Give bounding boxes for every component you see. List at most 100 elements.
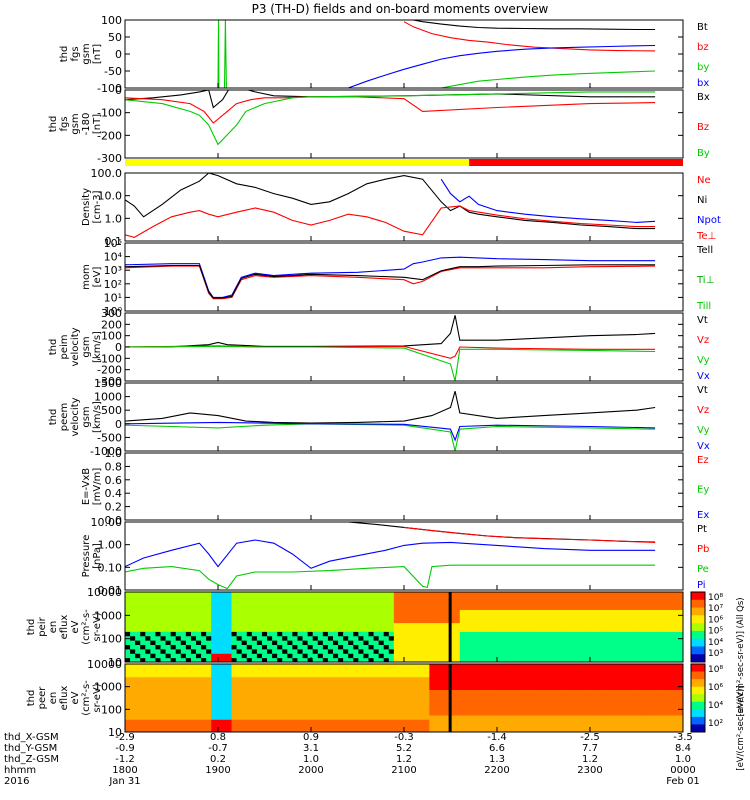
spectrogram-cell (490, 702, 496, 707)
spectrogram-cell (647, 600, 654, 606)
spectrogram-cell (312, 681, 319, 686)
spectrogram-cell (150, 702, 156, 707)
spectrogram-cell (404, 618, 410, 624)
spectrogram-cell (226, 672, 233, 678)
spectrogram-cell (520, 605, 527, 611)
spectrogram-cell (611, 613, 618, 619)
spectrogram-cell (388, 613, 395, 619)
spectrogram-cell (135, 627, 141, 632)
spectrogram-cell (378, 727, 385, 733)
spectrogram-cell (338, 719, 344, 724)
spectrogram-cell (251, 596, 258, 602)
spectrogram-cell (444, 710, 451, 716)
panel-frame (124, 382, 684, 452)
spectrogram-cell (180, 618, 187, 624)
spectrogram-cell (130, 635, 136, 641)
colorbar-tick-label: 10⁷ (708, 604, 723, 614)
spectrogram-cell (226, 605, 233, 611)
spectrogram-cell (515, 648, 522, 654)
spectrogram-cell (236, 715, 243, 720)
spectrogram-cell (454, 689, 461, 695)
spectrogram-cell (140, 640, 146, 646)
spectrogram-cell (611, 715, 618, 720)
spectrogram-cell (211, 685, 217, 690)
axis-tick-value: Jan 31 (108, 776, 140, 787)
spectrogram-cell (125, 719, 131, 724)
spectrogram-cell (444, 723, 451, 729)
spectrogram-cell (566, 648, 572, 654)
spectrogram-cell (556, 710, 562, 716)
spectrogram-cell (606, 622, 613, 628)
spectrogram-cell (667, 592, 674, 597)
spectrogram-cell (363, 657, 369, 663)
spectrogram-cell (652, 723, 659, 729)
spectrogram-cell (642, 622, 648, 628)
spectrogram-cell (130, 644, 136, 650)
spectrogram-cell (322, 605, 329, 611)
spectrogram-cell (632, 605, 638, 611)
spectrogram-cell (525, 689, 532, 695)
spectrogram-cell (348, 653, 354, 659)
colorbar-tick-label: 10⁴ (708, 701, 723, 711)
spectrogram-cell (332, 631, 339, 637)
spectrogram-cell (576, 710, 583, 716)
spectrogram-cell (459, 618, 466, 624)
spectrogram-cell (170, 710, 177, 716)
spectrogram-cell (317, 657, 324, 663)
spectrogram-cell (201, 681, 207, 686)
spectrogram-cell (282, 627, 288, 632)
spectrogram-cell (500, 644, 506, 650)
spectrogram-cell (535, 596, 542, 602)
spectrogram-cell (591, 689, 598, 695)
spectrogram-cell (546, 640, 552, 646)
spectrogram-cell (160, 618, 167, 624)
panel-frame (124, 452, 684, 521)
spectrogram-cell (398, 698, 405, 703)
spectrogram-cell (490, 644, 496, 650)
spectrogram-cell (576, 676, 583, 682)
spectrogram-cell (480, 710, 486, 716)
spectrogram-cell (322, 627, 329, 632)
spectrogram-cell (332, 719, 339, 724)
spectrogram-cell (206, 676, 212, 682)
spectrogram-cell (322, 635, 329, 641)
spectrogram-cell (525, 635, 532, 641)
legend-entry: Ez (697, 455, 709, 466)
spectrogram-cell (211, 693, 217, 699)
spectrogram-cell (190, 668, 197, 673)
spectrogram-cell (439, 685, 446, 690)
spectrogram-cell (657, 715, 664, 720)
spectrogram-cell (130, 653, 136, 659)
spectrogram-cell (358, 664, 364, 669)
spectrogram-cell (637, 672, 643, 678)
spectrogram-cell (211, 605, 217, 611)
spectrogram-cell (652, 635, 659, 641)
spectrogram-cell (540, 702, 547, 707)
spectrogram-cell (282, 592, 288, 597)
spectrogram-cell (561, 618, 567, 624)
spectrogram-cell (378, 672, 385, 678)
spectrogram-cell (332, 676, 339, 682)
spectrogram-cell (566, 596, 572, 602)
spectrogram-cell (155, 653, 162, 659)
spectrogram-cell (196, 689, 202, 695)
spectrogram-cell (556, 715, 562, 720)
spectrogram-cell (332, 596, 339, 602)
spectrogram-cell (469, 715, 476, 720)
spectrogram-cell (535, 693, 542, 699)
legend-entry: Npot (697, 215, 721, 226)
spectrogram-cell (642, 609, 648, 615)
spectrogram-cell (322, 664, 329, 669)
spectrogram-cell (409, 596, 415, 602)
spectrogram-cell (206, 613, 212, 619)
spectrogram-cell (251, 723, 258, 729)
spectrogram-cell (221, 676, 227, 682)
spectrogram-cell (530, 657, 537, 663)
spectrogram-cell (490, 715, 496, 720)
spectrogram-cell (226, 706, 233, 712)
spectrogram-cell (272, 719, 278, 724)
spectrogram-cell (546, 635, 552, 641)
spectrogram-cell (393, 596, 400, 602)
y-tick-label: -1000 (90, 445, 122, 458)
spectrogram-cell (348, 727, 354, 733)
